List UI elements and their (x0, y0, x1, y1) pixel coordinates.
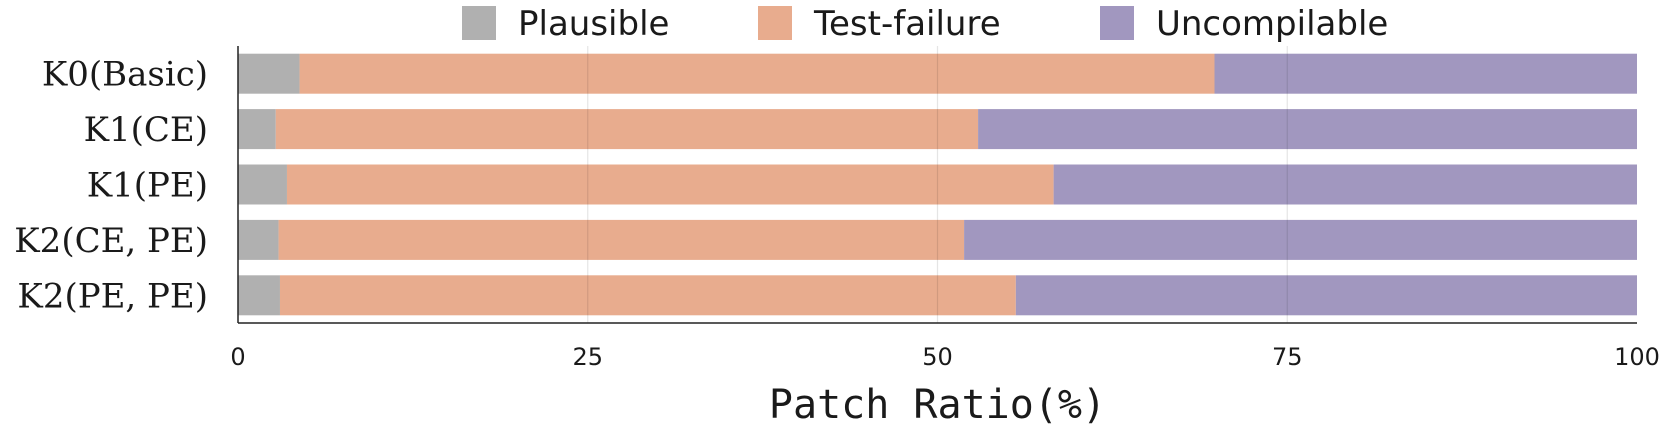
bar-segment-uncompilable-3 (1053, 164, 1637, 205)
bar-segment-test-failure-2 (275, 109, 979, 150)
y-tick-label: K1(PE) (87, 166, 208, 206)
bar-segment-test-failure-3 (286, 164, 1054, 205)
y-tick-label: K1(CE) (84, 110, 208, 150)
plot-area (237, 46, 1637, 324)
x-axis-label: Patch Ratio(%) (769, 382, 1106, 428)
legend-label: Uncompilable (1156, 4, 1388, 44)
bar-segment-test-failure-1 (299, 53, 1215, 94)
legend-item-test-failure: Test-failure (758, 4, 1001, 44)
bar-segment-uncompilable-1 (1214, 53, 1637, 94)
y-tick-labels: K0(Basic) K1(CE) K1(PE) K2(CE, PE) K2(PE, PE… (14, 55, 208, 317)
y-tick-label: K2(CE, PE) (14, 221, 208, 261)
x-tick-label: 100 (1614, 343, 1660, 371)
bar-segment-uncompilable-5 (1015, 275, 1637, 316)
y-tick-label: K2(PE, PE) (17, 276, 208, 316)
legend-item-plausible: Plausible (462, 4, 669, 44)
bar-segment-test-failure-5 (279, 275, 1016, 316)
grid (587, 46, 1288, 323)
legend-swatch (462, 6, 496, 40)
x-tick-label: 50 (922, 343, 953, 371)
x-tick-label: 75 (1272, 343, 1303, 371)
bar-segment-plausible-4 (238, 219, 279, 260)
bar-segment-plausible-3 (238, 164, 287, 205)
bar-segment-plausible-5 (238, 275, 280, 316)
legend-label: Plausible (518, 4, 669, 44)
legend-label: Test-failure (813, 4, 1001, 44)
bar-segment-plausible-2 (238, 109, 276, 150)
bar-segment-plausible-1 (238, 53, 300, 94)
y-tick-label: K0(Basic) (42, 55, 208, 95)
legend: Plausible Test-failure Uncompilable (462, 4, 1388, 44)
x-tick-labels: 0 25 50 75 100 (230, 343, 1660, 371)
bar-segment-uncompilable-2 (978, 109, 1637, 150)
x-tick-label: 0 (230, 343, 245, 371)
x-tick-label: 25 (572, 343, 603, 371)
legend-item-uncompilable: Uncompilable (1100, 4, 1388, 44)
bar-segment-uncompilable-4 (964, 219, 1637, 260)
bars (238, 53, 1637, 316)
legend-swatch (1100, 6, 1134, 40)
legend-swatch (758, 6, 792, 40)
bar-segment-test-failure-4 (278, 219, 965, 260)
